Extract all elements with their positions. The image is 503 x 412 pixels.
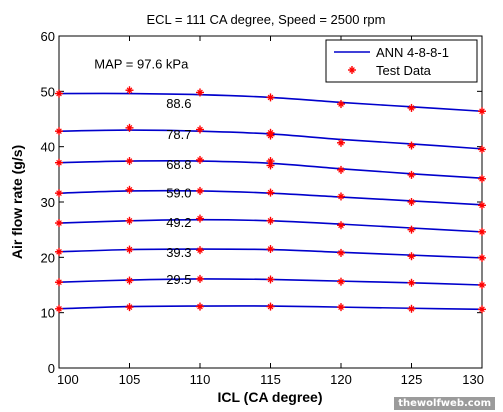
test-data-point [266, 161, 275, 170]
test-data-point [125, 185, 134, 194]
x-tick-label: 110 [190, 372, 211, 387]
test-data-point [337, 100, 345, 109]
test-data-point [125, 245, 134, 254]
test-data-point [407, 141, 416, 150]
test-data-point [196, 214, 204, 223]
y-axis: 0 10 20 30 40 50 60 [41, 29, 482, 376]
legend-marker-star [348, 66, 356, 74]
y-tick-label: 50 [41, 84, 55, 99]
x-tick-label: 130 [462, 372, 484, 387]
test-data-point [407, 252, 416, 261]
test-data-point [478, 281, 486, 289]
test-data-point [407, 170, 416, 179]
test-data-point [407, 278, 416, 287]
legend: ANN 4-8-8-1 Test Data [325, 39, 478, 83]
test-data-point [196, 155, 204, 164]
test-data-point [125, 86, 134, 95]
test-data-point [266, 275, 275, 284]
test-data-point [478, 145, 486, 154]
test-data-point [478, 201, 486, 210]
y-tick-label: 10 [41, 306, 55, 321]
map-annotation: 59.0 [166, 186, 191, 201]
map-annotation: MAP = 97.6 kPa [94, 57, 189, 72]
y-axis-label: Air flow rate (g/s) [9, 145, 25, 259]
map-annotation: 88.6 [166, 96, 191, 111]
legend-label-ann: ANN 4-8-8-1 [376, 45, 449, 60]
test-data-point [478, 227, 486, 236]
test-data-point [55, 304, 63, 313]
test-data-point [266, 93, 275, 102]
test-data-point [55, 219, 63, 228]
test-data-point [125, 276, 134, 285]
test-data-point [337, 221, 345, 230]
y-tick-label: 0 [48, 361, 55, 376]
test-data-point [407, 225, 416, 234]
test-data-point [55, 158, 63, 167]
test-data-point [196, 302, 204, 311]
chart-title: ECL = 111 CA degree, Speed = 2500 rpm [147, 12, 386, 27]
test-data-point [196, 246, 204, 255]
test-data-point [55, 189, 63, 198]
x-tick-label: 115 [260, 372, 281, 387]
test-data-point [266, 157, 275, 166]
test-data-point [266, 188, 275, 197]
map-annotation: 29.5 [166, 272, 191, 287]
x-tick-label: 125 [401, 372, 423, 387]
test-data-point [125, 303, 134, 312]
map-annotation: 78.7 [166, 127, 191, 142]
test-data-point [196, 274, 204, 283]
map-annotation: 68.8 [166, 157, 191, 172]
test-data-point [196, 186, 204, 195]
test-data-point [55, 127, 63, 136]
test-data-point [337, 248, 345, 257]
test-data-point [407, 103, 416, 112]
map-annotation: 49.2 [166, 215, 191, 230]
test-data-point [55, 89, 63, 98]
test-data-point [266, 131, 275, 140]
test-data-point [196, 125, 204, 134]
test-data-point [478, 305, 486, 314]
legend-box [325, 39, 478, 83]
test-data-point [337, 303, 345, 312]
x-tick-label: 100 [57, 372, 79, 387]
test-data-point [266, 302, 275, 311]
test-data-point [266, 245, 275, 254]
test-data-point [478, 174, 486, 183]
test-data-point [196, 88, 204, 97]
x-axis: 100 105 110 115 120 125 130 [57, 36, 484, 387]
test-data-group [55, 86, 486, 314]
x-tick-label: 105 [119, 372, 141, 387]
test-data-point [125, 216, 134, 225]
test-data-point [337, 138, 345, 147]
test-data-point [55, 247, 63, 256]
test-data-point [337, 165, 345, 174]
test-data-point [478, 253, 486, 262]
test-data-point [55, 278, 63, 287]
y-tick-label: 20 [41, 250, 55, 265]
test-data-point [266, 216, 275, 225]
y-tick-label: 60 [41, 29, 55, 44]
x-axis-label: ICL (CA degree) [217, 389, 322, 405]
test-data-point [337, 192, 345, 201]
legend-label-test: Test Data [376, 63, 432, 78]
test-data-point [478, 107, 486, 116]
map-annotations: MAP = 97.6 kPa 88.6 78.7 68.8 59.0 49.2 39.3 29… [94, 57, 191, 287]
test-data-point [125, 157, 134, 166]
y-tick-label: 30 [41, 195, 55, 210]
watermark: thewolfweb.com [394, 397, 495, 410]
y-tick-label: 40 [41, 140, 55, 155]
legend-marker-swatch [348, 66, 356, 74]
x-tick-label: 120 [330, 372, 352, 387]
test-data-point [337, 277, 345, 286]
test-data-point [407, 304, 416, 313]
test-data-point [125, 123, 134, 132]
map-annotation: 39.3 [166, 245, 191, 260]
test-data-point [407, 198, 416, 206]
